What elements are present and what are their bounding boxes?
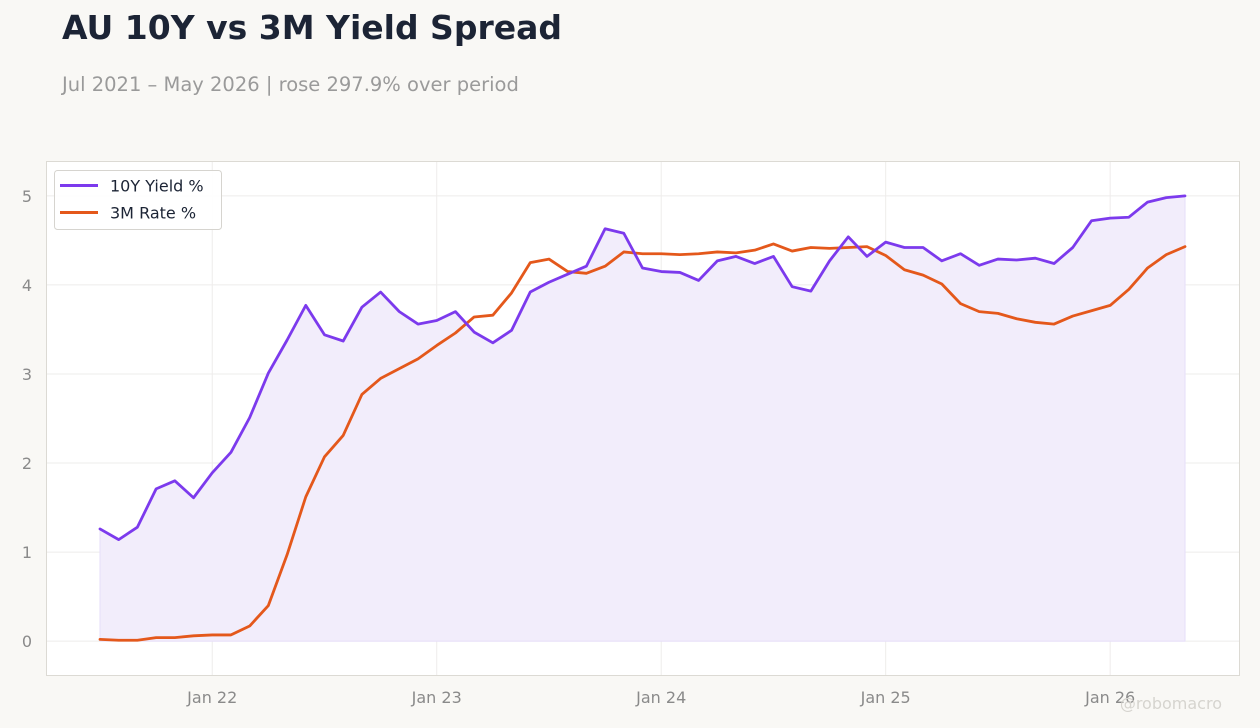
legend-label-3m: 3M Rate % xyxy=(110,204,196,223)
x-tick-label: Jan 25 xyxy=(860,688,911,707)
x-tick-label: Jan 22 xyxy=(186,688,237,707)
legend-label-10y: 10Y Yield % xyxy=(110,177,204,196)
series-line-10y-yield xyxy=(98,194,1187,542)
x-axis-ticks: Jan 22 Jan 23 Jan 24 Jan 25 Jan 26 xyxy=(186,688,1135,707)
x-tick-label: Jan 23 xyxy=(411,688,462,707)
y-tick-label: 3 xyxy=(22,365,32,384)
x-tick-label: Jan 24 xyxy=(635,688,686,707)
series-lines xyxy=(98,194,1187,642)
series-line-3m-rate xyxy=(98,242,1187,642)
y-tick-label: 1 xyxy=(22,543,32,562)
legend: 10Y Yield % 3M Rate % xyxy=(54,170,222,230)
y-tick-label: 4 xyxy=(22,276,32,295)
y-tick-label: 5 xyxy=(22,187,32,206)
chart-title: AU 10Y vs 3M Yield Spread xyxy=(62,8,562,47)
watermark: @robomacro xyxy=(1119,694,1222,713)
y-axis-ticks: 0 1 2 3 4 5 xyxy=(22,187,32,651)
y-tick-label: 2 xyxy=(22,454,32,473)
chart-subtitle: Jul 2021 – May 2026 | rose 297.9% over p… xyxy=(62,73,519,96)
x-tick-label: Jan 26 xyxy=(1084,688,1135,707)
y-tick-label: 0 xyxy=(22,632,32,651)
